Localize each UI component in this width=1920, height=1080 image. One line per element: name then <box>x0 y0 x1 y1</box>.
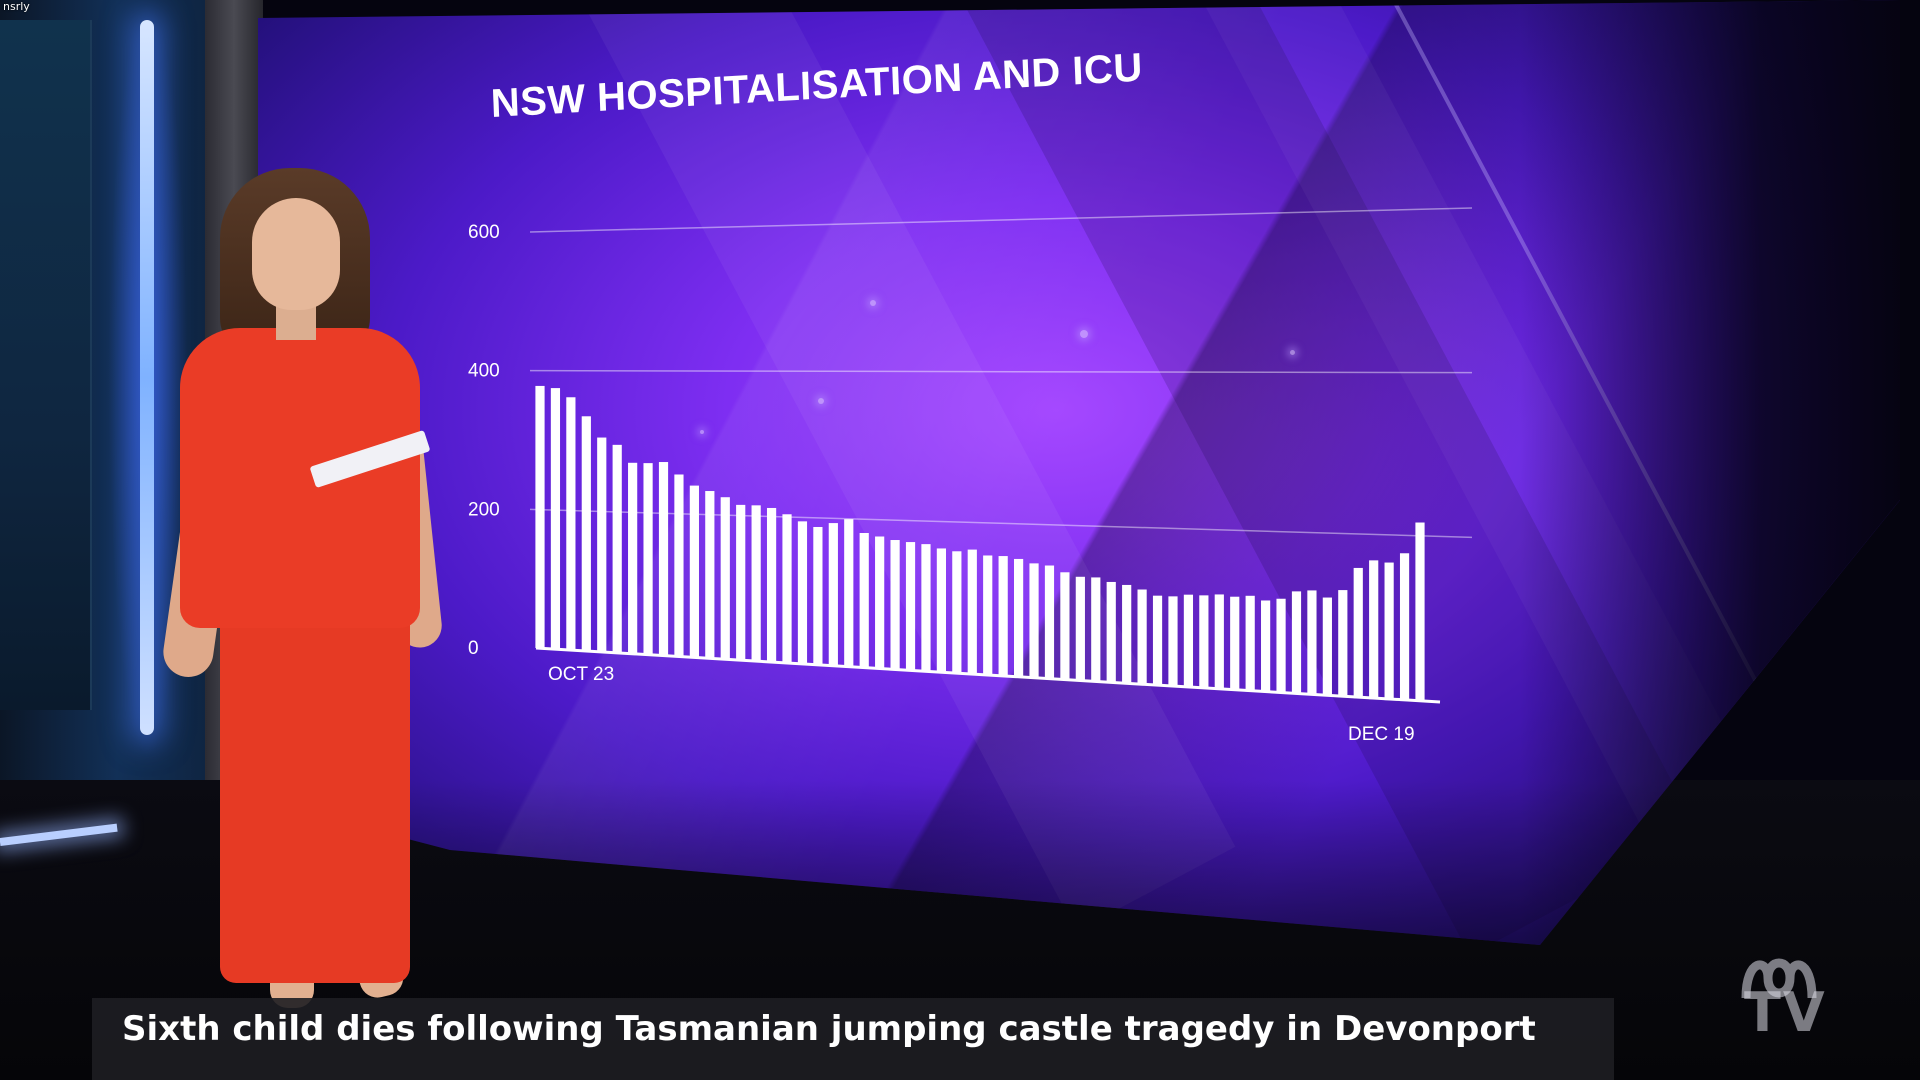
chart-bar <box>967 549 977 675</box>
chart-bar <box>983 555 993 676</box>
chart-bar <box>782 514 792 664</box>
chart-bar <box>921 544 931 672</box>
chart-bar <box>674 474 684 657</box>
chart-bar <box>720 497 730 660</box>
presenter-dress-top <box>180 328 420 628</box>
chart-bar <box>1415 522 1425 702</box>
studio-light-tube <box>140 20 154 735</box>
y-tick-label: 600 <box>468 222 500 243</box>
chart-bar <box>1276 598 1286 694</box>
chart-bar <box>998 556 1008 677</box>
lower-third-banner <box>92 998 1614 1080</box>
chart-bar <box>597 437 607 652</box>
chart-bar <box>1399 553 1410 702</box>
chart-bar <box>1307 590 1317 696</box>
y-tick-label: 400 <box>468 361 500 382</box>
chart-bar <box>875 536 885 669</box>
chart-bar <box>643 463 653 655</box>
chart-labels: 0 200 400 600 OCT 23 DEC 19 <box>468 222 1415 745</box>
chart-bar <box>844 519 854 667</box>
chart-bar <box>1291 591 1302 695</box>
chart-bar <box>1322 597 1332 697</box>
presenter <box>160 168 490 1008</box>
chart-bar <box>1168 596 1178 687</box>
abc-logo-icon <box>1741 958 1817 999</box>
y-tick-label: 0 <box>468 638 479 659</box>
chart-bar <box>736 504 746 661</box>
chart-bar <box>1091 577 1101 683</box>
chart-bar <box>705 491 715 659</box>
wall-sparkle <box>1080 330 1088 338</box>
chart-bar <box>535 385 545 648</box>
chart-bar <box>1122 584 1132 684</box>
chart-bars <box>535 385 1425 702</box>
chart-bar <box>905 542 916 671</box>
gridline-200 <box>529 508 1473 539</box>
chart-bar <box>952 551 962 674</box>
gridline-400 <box>529 369 1473 374</box>
chart-bar <box>689 485 699 658</box>
chart-bar <box>1214 594 1224 690</box>
chart-bar <box>1261 600 1271 693</box>
chart-bar <box>751 505 761 662</box>
wall-sparkle <box>1290 350 1295 355</box>
wall-sparkle <box>818 398 824 404</box>
chart-bar <box>890 540 900 670</box>
wall-sparkle <box>700 430 704 434</box>
chart-bar <box>1353 567 1363 699</box>
chart-bar <box>1183 594 1194 688</box>
chart-bar <box>1199 595 1209 689</box>
chart-bar <box>1137 589 1147 685</box>
channel-name: TV <box>1744 981 1827 1044</box>
chart-bar <box>859 532 869 668</box>
chart-bar <box>828 523 838 666</box>
chart-bar <box>550 388 561 649</box>
chart-bar <box>1245 595 1255 692</box>
presenter-dress-skirt <box>220 588 410 983</box>
chart-bar <box>813 526 823 666</box>
chart-bar <box>1044 565 1055 680</box>
chart-bar <box>566 397 576 650</box>
presenter-face <box>252 198 340 310</box>
studio-glass-panel <box>0 20 92 710</box>
wall-sparkle <box>870 300 876 306</box>
chart-bar <box>1384 562 1394 701</box>
chart-bar <box>1075 576 1085 682</box>
chart-bar <box>766 507 777 663</box>
chart-bar <box>612 444 622 653</box>
chart-bar <box>936 548 947 673</box>
chart-bar <box>1013 558 1024 678</box>
chart-bar <box>797 521 808 665</box>
chart-bar <box>658 462 669 656</box>
news-headline: Sixth child dies following Tasmanian jum… <box>122 1009 1536 1049</box>
y-tick-label: 200 <box>468 499 500 520</box>
chart-bar <box>1338 590 1348 698</box>
chart-bar <box>1369 560 1379 700</box>
chart-bar <box>1230 596 1240 691</box>
chart-bar <box>1106 581 1116 684</box>
gridline-600 <box>529 207 1473 233</box>
chart-bar <box>581 416 591 651</box>
corner-tag: nsrly <box>3 0 30 13</box>
chart-bar <box>1152 595 1163 686</box>
x-end-label: DEC 19 <box>1348 724 1415 745</box>
chart-bar <box>1029 563 1039 679</box>
chart-bar <box>628 462 638 654</box>
x-start-label: OCT 23 <box>548 664 614 685</box>
chart-bar <box>1060 572 1070 681</box>
